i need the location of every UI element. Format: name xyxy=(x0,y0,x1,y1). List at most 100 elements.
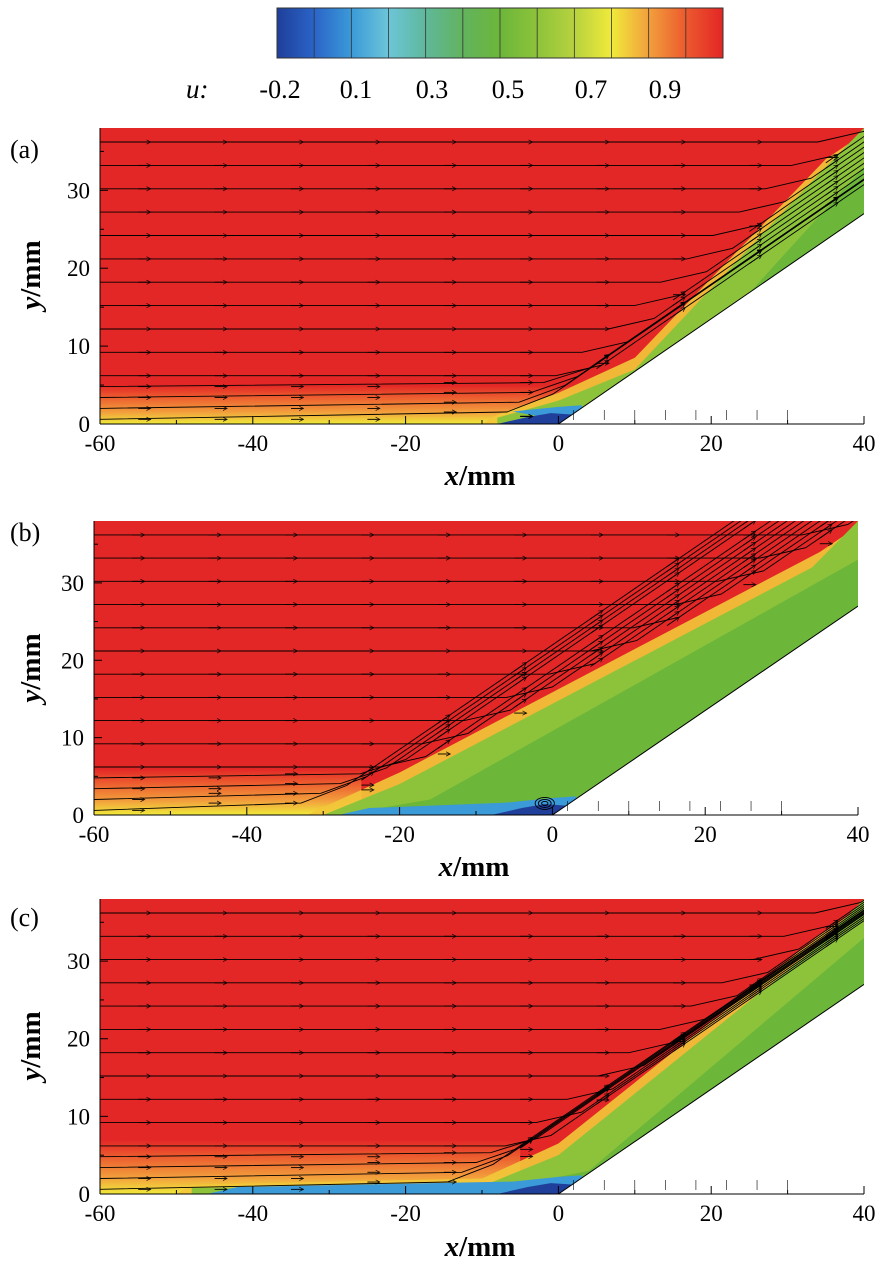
streamline-arrow xyxy=(749,245,760,254)
streamline-arrow xyxy=(672,308,684,317)
streamline-arrow xyxy=(825,203,837,212)
streamline-arrow xyxy=(819,525,831,533)
x-tick-label: -20 xyxy=(384,822,415,847)
streamline-arrow xyxy=(825,921,837,929)
streamline-arrow xyxy=(819,530,831,539)
contour-field xyxy=(94,521,858,815)
y-tick-label: 0 xyxy=(73,803,85,828)
y-tick-label: 10 xyxy=(67,1104,90,1129)
reversed-flow-core xyxy=(497,413,574,424)
reversed-flow-core xyxy=(497,1183,574,1194)
streamline-arrow xyxy=(590,653,602,662)
streamline-arrow xyxy=(825,171,837,180)
streamline xyxy=(100,899,864,914)
streamline-arrow xyxy=(825,198,837,206)
streamline xyxy=(100,909,864,1030)
streamline-arrow xyxy=(749,234,760,243)
colorbar-tick-label: 0.5 xyxy=(492,75,525,104)
streamline-arrow xyxy=(666,595,678,604)
streamline-arrow xyxy=(590,616,602,624)
streamline xyxy=(94,521,830,606)
streamline-arrow xyxy=(590,659,602,667)
panel-b: -60 -40 -20 0 20 40 0 10 20 30 (b) x/mm y/mm xyxy=(10,518,870,883)
y-axis-label: y/mm xyxy=(15,633,47,705)
streamline-arrow xyxy=(437,725,449,734)
x-tick-label: -60 xyxy=(85,1201,116,1226)
y-axis-label: y/mm xyxy=(15,1011,47,1083)
streamline-arrow xyxy=(513,678,525,686)
streamline-arrow xyxy=(743,560,754,569)
streamline-arrow xyxy=(666,618,678,626)
panel-c: -60 -40 -20 0 20 40 0 10 20 30 (c) x/mm y/mm xyxy=(10,899,876,1263)
streamline xyxy=(100,152,864,236)
streamline-arrow xyxy=(819,521,821,522)
streamline xyxy=(100,168,864,307)
streamline-arrow xyxy=(590,642,602,650)
ramp-edge xyxy=(558,983,864,1194)
y-tick-label: 20 xyxy=(67,256,90,281)
y-tick-label: 10 xyxy=(61,726,84,751)
streamline-arrow xyxy=(666,612,678,621)
streamline xyxy=(94,521,756,779)
streamline-arrow xyxy=(666,573,678,582)
shear-layer-inner xyxy=(222,937,864,1194)
ramp-edge xyxy=(558,213,864,424)
streamline xyxy=(100,184,864,377)
x-tick-label: 0 xyxy=(547,822,559,847)
contour-field xyxy=(100,899,864,1194)
streamline-arrow xyxy=(825,187,837,196)
colorbar: u: -0.2 0.1 0.3 0.5 0.7 0.9 xyxy=(186,7,724,104)
x-tick-label: 0 xyxy=(553,1201,565,1226)
x-tick-label: -60 xyxy=(79,822,110,847)
streamline-arrow xyxy=(519,1140,531,1149)
x-tick-label: 20 xyxy=(700,1201,723,1226)
x-tick-label: 0 xyxy=(553,431,565,456)
streamline-arrow xyxy=(743,549,754,557)
streamline-arrow xyxy=(590,621,602,629)
colorbar-variable-label: u: xyxy=(186,74,209,104)
streamline-arrow xyxy=(437,715,449,724)
streamline-arrow xyxy=(743,521,754,530)
y-tick-label: 20 xyxy=(61,648,84,673)
shear-layer xyxy=(191,899,864,1194)
y-tick-label: 0 xyxy=(79,1182,91,1207)
vortex-ring xyxy=(541,800,549,806)
streamline xyxy=(94,521,838,582)
x-tick-label: -40 xyxy=(237,431,268,456)
shear-layer-inner xyxy=(338,559,858,815)
streamline-arrow xyxy=(819,521,831,528)
streamline xyxy=(94,521,796,698)
panel-a: -60 -40 -20 0 20 40 0 10 20 30 (a) x/mm y/mm xyxy=(10,128,876,492)
streamline-arrow xyxy=(672,1036,684,1044)
streamline xyxy=(94,521,813,652)
streamline-arrow xyxy=(749,979,760,988)
x-axis-label: x/mm xyxy=(444,460,516,492)
x-tick-label: 20 xyxy=(694,822,717,847)
streamline-arrow xyxy=(825,192,837,201)
streamline xyxy=(100,920,864,1147)
streamline-arrow xyxy=(590,611,602,620)
colorbar-tick-label: 0.3 xyxy=(416,75,449,104)
colorbar-tick-label: 0.7 xyxy=(575,75,608,104)
shock-fringe xyxy=(482,133,864,424)
streamline-arrow xyxy=(666,568,678,577)
vortex-ring xyxy=(534,796,555,810)
streamline xyxy=(100,907,864,1007)
streamline xyxy=(94,521,780,745)
streamline-arrow xyxy=(825,182,837,190)
streamline-arrow xyxy=(749,240,760,248)
streamline-arrow xyxy=(596,1094,608,1103)
streamline-arrow xyxy=(743,543,754,552)
streamline xyxy=(100,913,864,1158)
streamline-arrow xyxy=(590,636,602,645)
x-tick-label: 40 xyxy=(847,822,870,847)
y-tick-label: 30 xyxy=(67,178,90,203)
streamline-arrow xyxy=(666,584,678,593)
streamline-arrow xyxy=(749,250,760,259)
vortex-ring xyxy=(537,798,552,808)
colorbar-tick-labels: -0.2 0.1 0.3 0.5 0.7 0.9 xyxy=(259,75,681,104)
y-tick-label: 20 xyxy=(67,1027,90,1052)
streamline-arrow xyxy=(666,606,678,615)
streamline-arrow xyxy=(743,566,754,574)
streamline xyxy=(94,521,805,675)
